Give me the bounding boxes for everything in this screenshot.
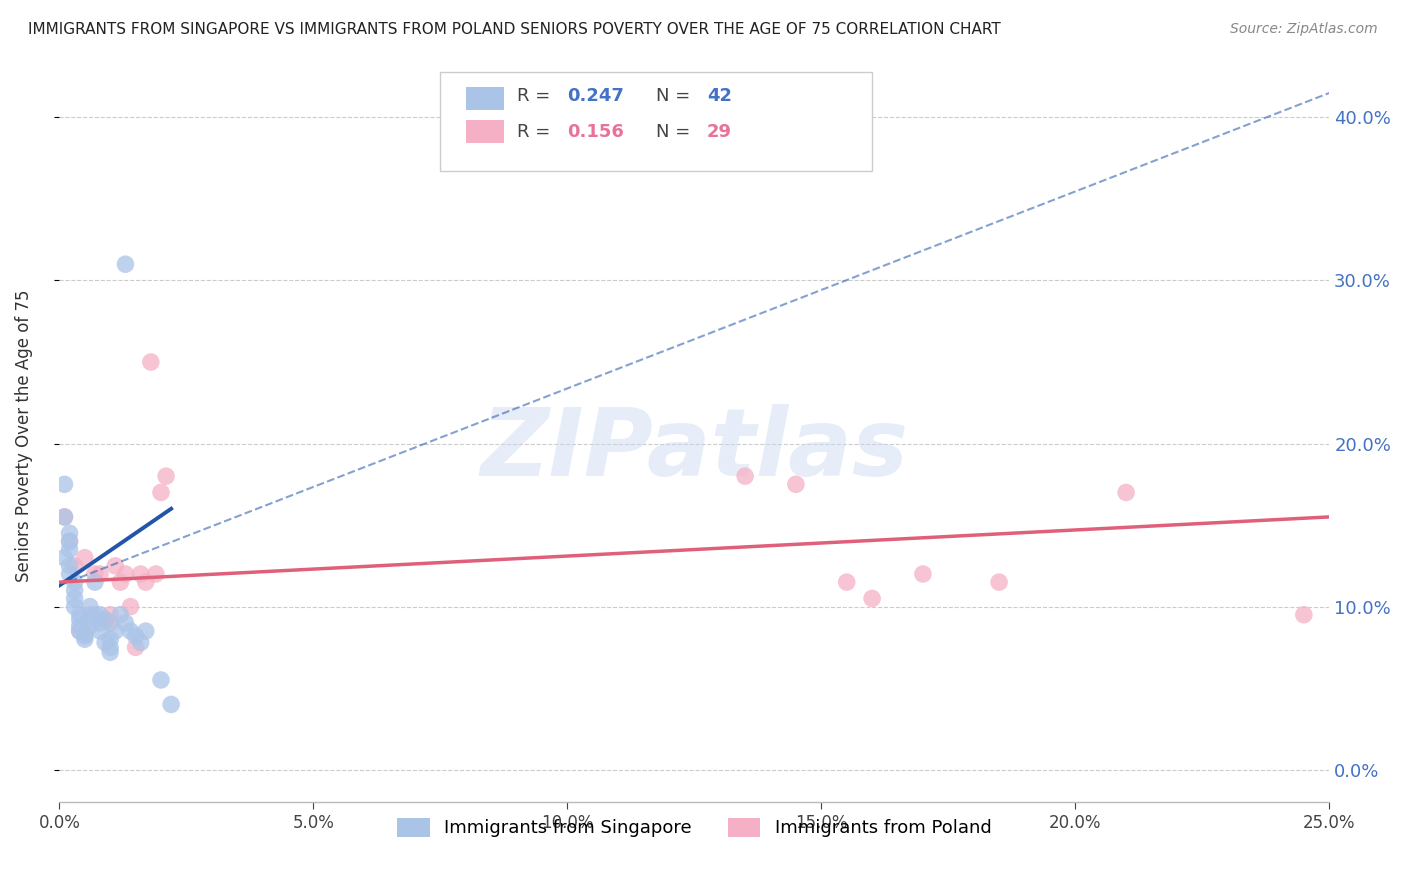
Point: [89, 624, 111, 638]
Point: [58, 558, 80, 573]
Point: [135, 575, 157, 590]
Point: [63, 583, 86, 598]
Point: [89, 607, 111, 622]
Point: [63, 599, 86, 614]
Point: [58, 526, 80, 541]
Point: [135, 624, 157, 638]
Point: [98, 640, 121, 655]
Point: [104, 558, 127, 573]
Point: [69, 607, 91, 622]
Point: [114, 257, 136, 271]
Text: 0.247: 0.247: [568, 87, 624, 105]
Point: [89, 615, 111, 630]
Point: [124, 629, 146, 643]
Point: [160, 698, 183, 712]
Text: 29: 29: [707, 123, 733, 141]
Point: [58, 542, 80, 557]
Text: N =: N =: [657, 87, 690, 105]
Point: [84, 575, 107, 590]
Point: [139, 355, 162, 369]
Point: [149, 673, 172, 687]
Point: [98, 645, 121, 659]
Point: [860, 591, 883, 606]
Point: [79, 599, 101, 614]
Legend: Immigrants from Singapore, Immigrants from Poland: Immigrants from Singapore, Immigrants fr…: [389, 811, 998, 845]
Bar: [465, 120, 503, 144]
Point: [73, 627, 96, 641]
Point: [114, 566, 136, 581]
Point: [988, 575, 1011, 590]
Point: [145, 566, 167, 581]
Point: [84, 607, 107, 622]
Point: [63, 575, 86, 590]
Point: [120, 599, 142, 614]
Point: [114, 615, 136, 630]
Point: [98, 632, 121, 647]
Text: IMMIGRANTS FROM SINGAPORE VS IMMIGRANTS FROM POLAND SENIORS POVERTY OVER THE AGE: IMMIGRANTS FROM SINGAPORE VS IMMIGRANTS …: [28, 22, 1001, 37]
Point: [58, 534, 80, 549]
Point: [53, 510, 76, 524]
Point: [835, 575, 858, 590]
Bar: [465, 87, 503, 111]
Text: R =: R =: [516, 123, 550, 141]
Point: [63, 591, 86, 606]
Point: [79, 613, 101, 627]
Point: [58, 566, 80, 581]
Point: [79, 607, 101, 622]
Point: [155, 469, 177, 483]
Point: [69, 613, 91, 627]
Point: [129, 635, 152, 649]
Text: 42: 42: [707, 87, 733, 105]
Point: [104, 624, 127, 638]
Point: [69, 624, 91, 638]
Point: [98, 615, 121, 630]
Point: [89, 566, 111, 581]
FancyBboxPatch shape: [440, 72, 872, 171]
Point: [73, 629, 96, 643]
Y-axis label: Seniors Poverty Over the Age of 75: Seniors Poverty Over the Age of 75: [15, 289, 32, 582]
Point: [911, 566, 934, 581]
Text: N =: N =: [657, 123, 690, 141]
Point: [120, 624, 142, 638]
Point: [69, 624, 91, 638]
Point: [734, 469, 756, 483]
Point: [79, 619, 101, 633]
Text: Source: ZipAtlas.com: Source: ZipAtlas.com: [1230, 22, 1378, 37]
Point: [124, 640, 146, 655]
Point: [73, 632, 96, 647]
Point: [129, 566, 152, 581]
Point: [110, 575, 132, 590]
Point: [94, 635, 117, 649]
Point: [1292, 607, 1315, 622]
Point: [1115, 485, 1137, 500]
Point: [58, 534, 80, 549]
Text: 0.156: 0.156: [568, 123, 624, 141]
Text: R =: R =: [516, 87, 550, 105]
Point: [53, 477, 76, 491]
Point: [98, 607, 121, 622]
Point: [84, 566, 107, 581]
Point: [63, 558, 86, 573]
Point: [785, 477, 807, 491]
Point: [149, 485, 172, 500]
Point: [73, 550, 96, 565]
Point: [69, 619, 91, 633]
Point: [53, 510, 76, 524]
Text: ZIPatlas: ZIPatlas: [481, 404, 908, 496]
Point: [53, 550, 76, 565]
Point: [110, 607, 132, 622]
Point: [94, 613, 117, 627]
